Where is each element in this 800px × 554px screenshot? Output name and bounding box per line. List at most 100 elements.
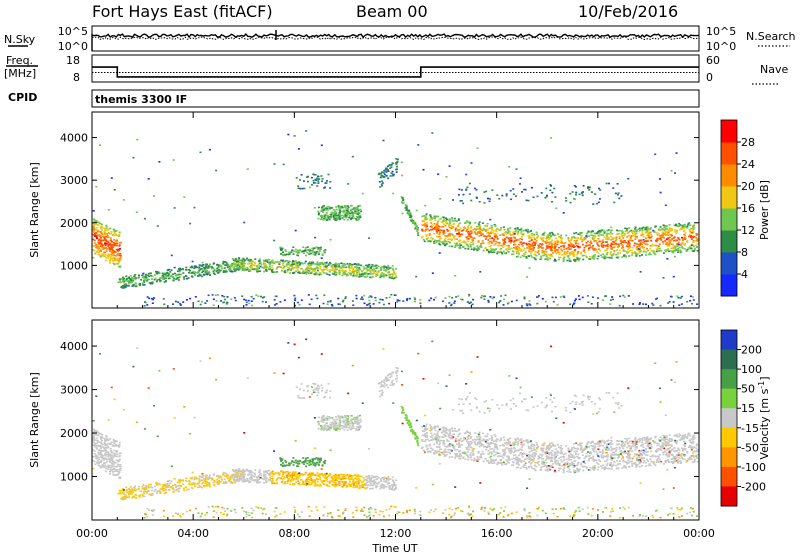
scatter-cell: [458, 244, 461, 246]
scatter-cell: [132, 277, 135, 280]
scatter-cell: [103, 437, 106, 440]
scatter-cell: [324, 207, 327, 209]
scatter-cell: [220, 477, 223, 479]
scatter-cell: [475, 248, 478, 250]
scatter-cell: [117, 463, 120, 466]
scatter-cell: [236, 265, 239, 268]
scatter-cell: [624, 250, 627, 252]
scatter-cell: [536, 302, 539, 305]
scatter-cell: [267, 262, 270, 265]
scatter-cell: [116, 453, 119, 455]
scatter-cell: [96, 237, 98, 240]
colorbar-segment: [721, 120, 737, 143]
scatter-cell: [485, 247, 487, 249]
scatter-cell: [215, 300, 218, 302]
scatter-cell: [181, 268, 184, 270]
scatter-cell: [317, 206, 320, 209]
scatter-cell: [548, 234, 551, 236]
scatter-cell: [554, 245, 557, 247]
scatter-cell: [104, 452, 107, 455]
scatter-cell: [296, 262, 299, 265]
scatter-cell: [185, 299, 188, 301]
scatter-cell: [681, 247, 684, 249]
scatter-cell: [117, 259, 120, 262]
scatter-cell: [393, 277, 396, 280]
scatter-cell: [427, 237, 430, 239]
scatter-cell: [336, 217, 339, 220]
scatter-cell: [357, 263, 360, 265]
scatter-cell: [116, 234, 119, 237]
scatter-cell: [353, 206, 356, 209]
scatter-cell: [129, 486, 132, 488]
scatter-cell: [463, 227, 466, 230]
scatter-cell: [317, 212, 320, 215]
scatter-cell: [675, 232, 678, 234]
scatter-cell: [468, 182, 471, 185]
scatter-cell: [626, 232, 629, 235]
scatter-cell: [468, 232, 471, 234]
scatter-cell: [505, 231, 508, 233]
scatter-cell: [444, 221, 447, 224]
scatter-cell: [198, 477, 201, 480]
scatter-cell: [121, 276, 124, 279]
scatter-cell: [484, 295, 486, 297]
scatter-cell: [271, 264, 274, 267]
scatter-cell: [319, 478, 322, 481]
scatter-cell: [115, 255, 118, 257]
scatter-cell: [377, 476, 380, 479]
scatter-cell: [358, 475, 361, 478]
scatter-cell: [197, 479, 200, 481]
scatter-cell: [347, 483, 350, 485]
scatter-cell: [270, 266, 273, 269]
scatter-cell: [546, 245, 549, 248]
scatter-cell: [462, 202, 465, 205]
scatter-cell: [559, 256, 562, 259]
scatter-cell: [353, 263, 356, 265]
scatter-cell: [541, 298, 544, 300]
power-ylabel: Slant Range [km]: [28, 162, 41, 258]
scatter-cell: [184, 486, 187, 488]
scatter-cell: [613, 246, 616, 248]
scatter-cell: [215, 481, 218, 484]
scatter-cell: [127, 488, 130, 491]
scatter-cell: [503, 239, 506, 242]
scatter-cell: [663, 229, 666, 231]
scatter-cell: [604, 238, 607, 240]
scatter-cell: [178, 268, 181, 270]
scatter-cell: [652, 229, 655, 232]
scatter-cell: [560, 248, 563, 251]
scatter-cell: [607, 229, 610, 231]
scatter-cell: [643, 249, 646, 251]
scatter-cell: [650, 240, 653, 242]
scatter-cell: [401, 212, 404, 215]
scatter-cell: [202, 478, 205, 480]
scatter-cell: [433, 242, 436, 244]
scatter-cell: [103, 448, 106, 451]
scatter-cell: [448, 295, 451, 298]
scatter-cell: [101, 245, 104, 248]
scatter-cell: [241, 268, 244, 270]
scatter-cell: [457, 295, 460, 297]
scatter-cell: [604, 241, 607, 243]
scatter-cell: [387, 264, 390, 267]
scatter-cell: [351, 217, 353, 219]
scatter-cell: [565, 200, 568, 202]
scatter-cell: [357, 270, 360, 273]
scatter-cell: [349, 263, 352, 265]
scatter-cell: [353, 270, 356, 273]
scatter-cell: [367, 273, 370, 275]
scatter-cell: [505, 194, 508, 197]
scatter-cell: [345, 477, 348, 480]
scatter-cell: [574, 249, 577, 251]
scatter-cell: [151, 489, 153, 492]
scatter-cell: [348, 216, 351, 219]
scatter-cell: [431, 272, 434, 274]
scatter-cell: [660, 235, 663, 237]
scatter-cell: [106, 439, 109, 441]
scatter-cell: [391, 170, 394, 173]
scatter-cell: [95, 227, 98, 229]
scatter-cell: [224, 480, 227, 483]
scatter-cell: [498, 301, 500, 304]
scatter-cell: [638, 243, 641, 246]
scatter-cell: [95, 457, 98, 459]
